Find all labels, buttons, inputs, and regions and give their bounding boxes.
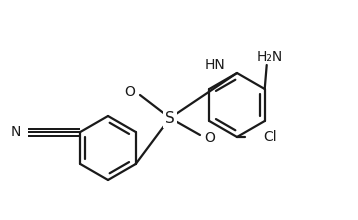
Text: Cl: Cl: [263, 130, 277, 144]
Text: O: O: [125, 85, 135, 99]
Text: S: S: [165, 110, 175, 125]
Text: O: O: [204, 131, 216, 145]
Text: N: N: [11, 125, 21, 139]
Text: H₂N: H₂N: [257, 50, 283, 64]
Text: HN: HN: [205, 58, 226, 72]
